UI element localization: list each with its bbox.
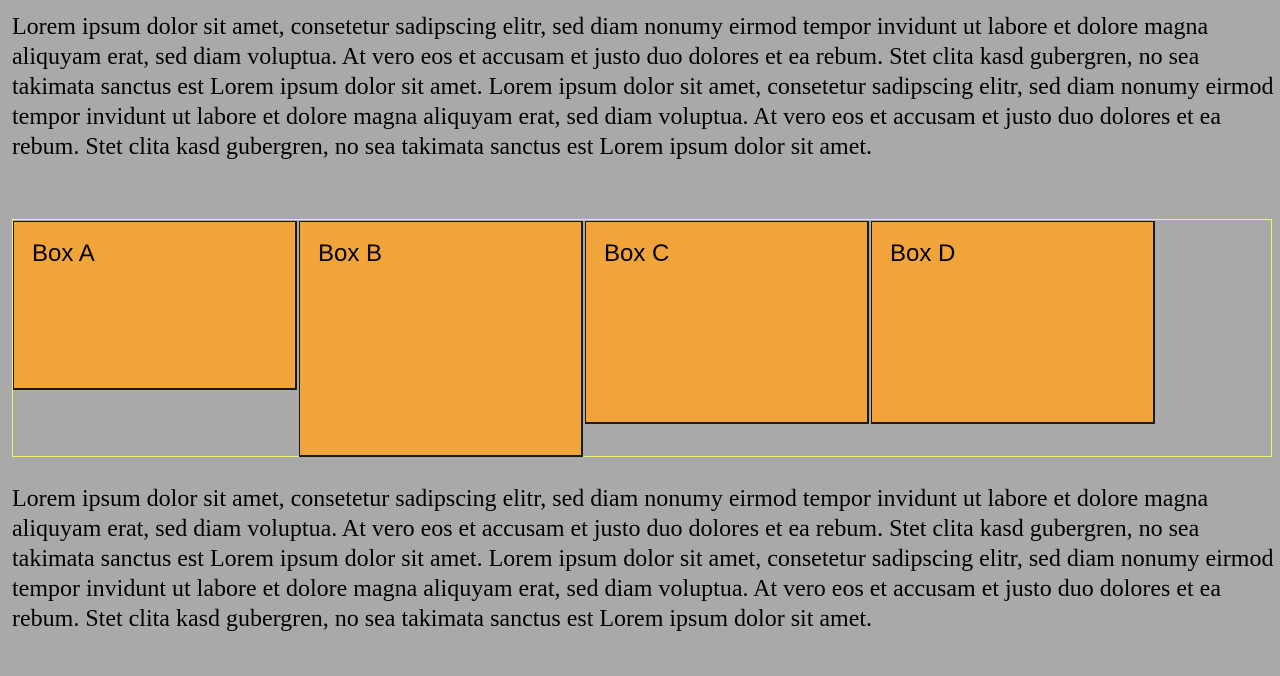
- intro-paragraph: Lorem ipsum dolor sit amet, consetetur s…: [12, 14, 1274, 160]
- box-container: Box A Box B Box C Box D: [12, 219, 1272, 457]
- box-b: Box B: [299, 221, 583, 457]
- closing-paragraph: Lorem ipsum dolor sit amet, consetetur s…: [12, 486, 1274, 632]
- box-c: Box C: [585, 221, 869, 424]
- box-a: Box A: [13, 221, 297, 390]
- box-d: Box D: [871, 221, 1155, 424]
